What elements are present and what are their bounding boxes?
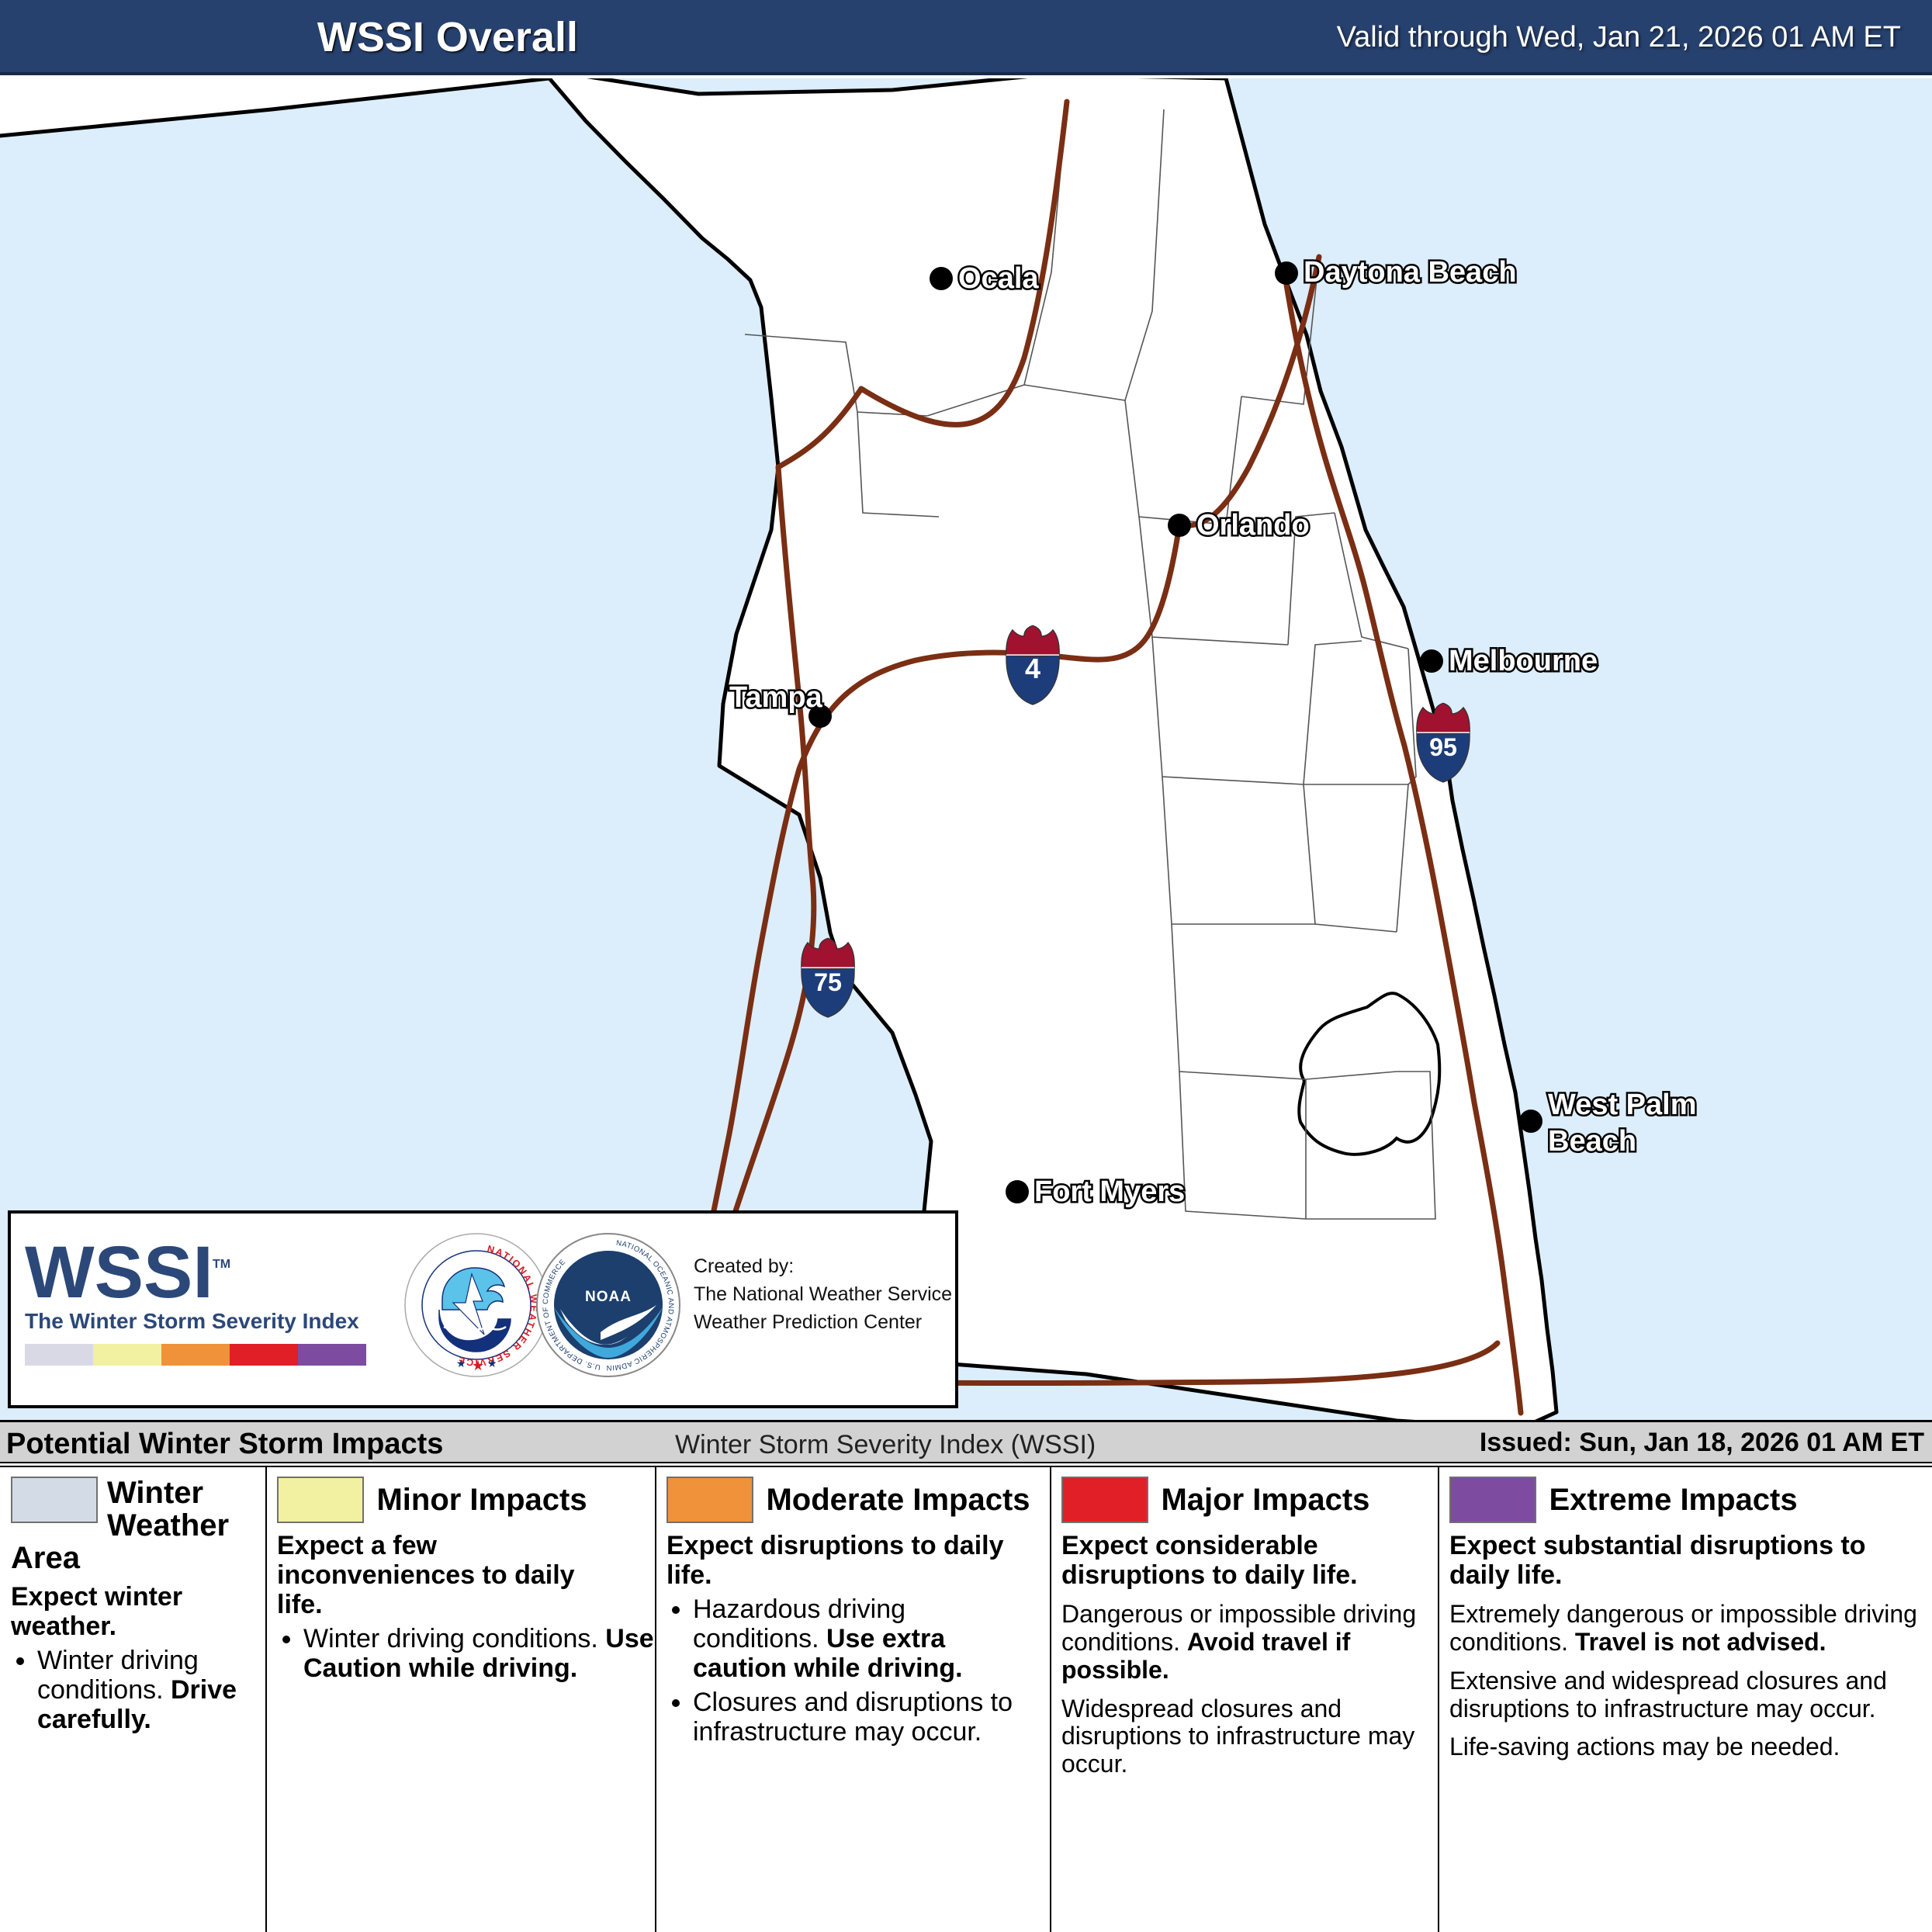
svg-text:75: 75 <box>814 968 842 996</box>
svg-text:TM: TM <box>213 1258 230 1271</box>
svg-text:Melbourne: Melbourne <box>1449 645 1598 677</box>
svg-text:Tampa: Tampa <box>729 681 823 714</box>
svg-text:NOAA: NOAA <box>585 1289 632 1305</box>
svg-text:WSSI: WSSI <box>25 1231 213 1314</box>
svg-text:★: ★ <box>487 1357 497 1369</box>
svg-text:West Palm: West Palm <box>1548 1089 1696 1121</box>
svg-text:Weather Prediction Center: Weather Prediction Center <box>694 1311 922 1333</box>
svg-text:4: 4 <box>1025 653 1040 684</box>
svg-text:★: ★ <box>472 1358 484 1373</box>
svg-text:Orlando: Orlando <box>1196 509 1310 542</box>
svg-text:Beach: Beach <box>1548 1125 1636 1158</box>
svg-text:★: ★ <box>456 1357 466 1369</box>
svg-text:Ocala: Ocala <box>958 262 1039 295</box>
svg-text:Daytona Beach: Daytona Beach <box>1304 256 1517 289</box>
svg-text:Created by:: Created by: <box>694 1255 794 1277</box>
svg-text:The Winter Storm Severity Inde: The Winter Storm Severity Index <box>25 1309 359 1333</box>
svg-text:95: 95 <box>1429 733 1457 761</box>
svg-text:The National Weather Service: The National Weather Service <box>694 1283 952 1305</box>
svg-text:Fort Myers: Fort Myers <box>1034 1175 1185 1208</box>
